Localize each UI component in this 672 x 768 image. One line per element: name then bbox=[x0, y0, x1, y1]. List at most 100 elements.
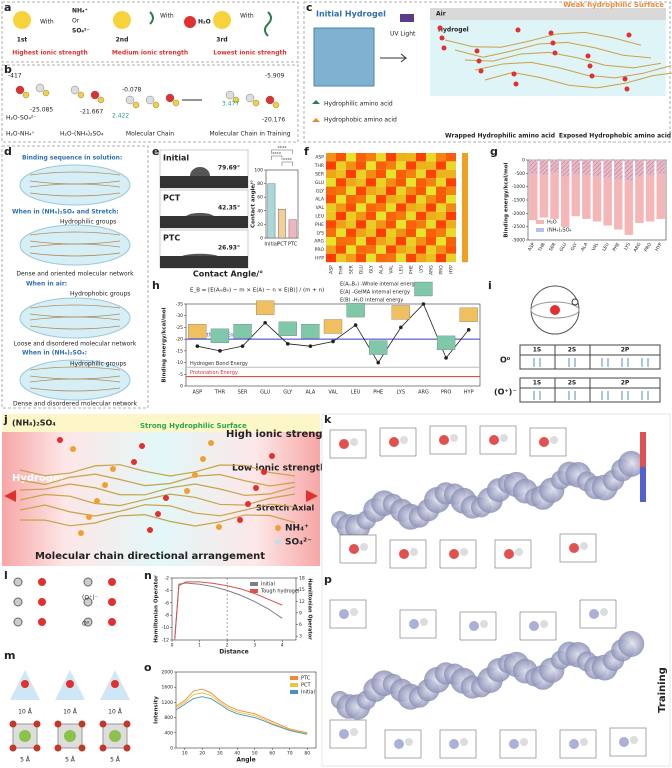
heat-cell bbox=[376, 203, 386, 212]
heat-cell bbox=[406, 228, 416, 237]
inset bbox=[379, 427, 417, 457]
legend-text: Hydrophobic amino acid bbox=[324, 117, 397, 124]
spin bbox=[621, 358, 629, 367]
salt: (NH₄)₂SO₄ bbox=[12, 419, 56, 428]
bar bbox=[560, 159, 570, 177]
heat-cell bbox=[336, 169, 346, 179]
atom bbox=[78, 720, 86, 728]
heat-cell bbox=[376, 169, 386, 179]
atom bbox=[33, 720, 41, 728]
y-tick-label: 0 bbox=[260, 236, 263, 242]
atom bbox=[439, 435, 449, 445]
x-tick-label: Initial bbox=[264, 242, 278, 248]
y-tick-label: 80 bbox=[257, 181, 263, 187]
heat-cell bbox=[436, 153, 446, 162]
atom bbox=[132, 101, 140, 109]
legend-swatch bbox=[250, 582, 258, 586]
heat-cell bbox=[356, 211, 366, 221]
atom bbox=[509, 739, 519, 749]
heat-cell bbox=[446, 161, 456, 170]
charge: 3.477 bbox=[222, 101, 239, 108]
arrow bbox=[380, 53, 408, 63]
point bbox=[376, 360, 381, 365]
heat-cell bbox=[406, 153, 416, 162]
ion: NH₄⁺ bbox=[285, 524, 309, 534]
fiber bbox=[29, 387, 121, 392]
bar bbox=[603, 159, 612, 178]
bar bbox=[571, 159, 581, 174]
inset bbox=[210, 328, 230, 344]
atom bbox=[252, 99, 260, 107]
stretch: Stretch Axial bbox=[256, 504, 314, 513]
panel-label: d bbox=[4, 145, 12, 158]
atom bbox=[97, 96, 105, 104]
heat-cell bbox=[376, 253, 386, 263]
chain bbox=[19, 483, 296, 497]
heat-cell bbox=[376, 245, 386, 254]
legend-text: Initial bbox=[301, 690, 315, 696]
sample: PCT bbox=[163, 194, 181, 203]
heat-cell bbox=[436, 195, 446, 204]
y2-tick-label: 3 bbox=[299, 634, 302, 640]
fiber bbox=[29, 243, 121, 248]
spin bbox=[568, 358, 576, 367]
row-label: HYP bbox=[315, 256, 324, 262]
heading: When in air: bbox=[26, 281, 67, 288]
legend-icon bbox=[312, 118, 320, 122]
legend-text: Hydrophilic amino acid bbox=[324, 101, 393, 108]
atom bbox=[66, 680, 74, 688]
bar bbox=[539, 159, 549, 175]
heat-cell bbox=[426, 186, 436, 195]
x-tick-label: PCT bbox=[277, 242, 288, 248]
x-tick-label: 10 bbox=[182, 751, 188, 757]
inset bbox=[414, 281, 433, 297]
ion-icon bbox=[275, 525, 281, 531]
heat-cell bbox=[436, 169, 446, 179]
state: (O⁺)⁻ bbox=[82, 595, 98, 602]
heat-cell bbox=[406, 237, 416, 246]
fiber bbox=[29, 171, 121, 176]
x-tick-label: PRO bbox=[441, 390, 451, 396]
atom bbox=[410, 548, 418, 556]
x-tick-label: 1 bbox=[198, 643, 201, 649]
atom-sketch bbox=[530, 285, 580, 335]
atom bbox=[111, 680, 119, 688]
heat-cell bbox=[346, 161, 356, 170]
orbital: 2S bbox=[568, 380, 577, 387]
reference-label: Hydrogen Bond Energy bbox=[190, 361, 248, 367]
heat-cell bbox=[376, 178, 386, 187]
x-tick-label: 40 bbox=[234, 751, 240, 757]
point bbox=[195, 344, 200, 348]
x-tick-label: PHE bbox=[612, 242, 622, 253]
y2-tick-label: 12 bbox=[299, 599, 305, 605]
ion bbox=[200, 456, 206, 462]
col-label: GLU bbox=[359, 265, 365, 274]
bar bbox=[592, 159, 602, 177]
point bbox=[285, 342, 290, 346]
sample: Initial bbox=[163, 154, 189, 163]
heat-cell bbox=[406, 203, 416, 212]
heat-cell bbox=[336, 203, 346, 212]
y-tick-label: -10 bbox=[176, 360, 183, 366]
row-label: LYS bbox=[316, 230, 324, 236]
water bbox=[624, 86, 630, 92]
state: O⁰ bbox=[500, 356, 511, 365]
x-tick-label: ARG bbox=[632, 241, 642, 253]
heat-cell bbox=[406, 169, 416, 179]
heat-cell bbox=[386, 237, 396, 246]
with: With bbox=[40, 19, 54, 26]
heat-cell bbox=[446, 178, 456, 187]
y-tick-label: -500 bbox=[515, 171, 525, 177]
x-axis-title: Distance bbox=[219, 649, 248, 656]
panel-label: g bbox=[490, 145, 498, 158]
heat-cell bbox=[406, 253, 416, 263]
x-tick-label: GLY bbox=[283, 390, 293, 396]
y-tick-label: -5 bbox=[179, 372, 184, 378]
heat-cell bbox=[396, 153, 406, 162]
heat-cell bbox=[366, 186, 376, 195]
atom bbox=[165, 93, 175, 103]
water bbox=[513, 81, 519, 87]
heat-cell bbox=[336, 237, 346, 246]
ion bbox=[208, 440, 214, 446]
spin bbox=[533, 391, 541, 400]
